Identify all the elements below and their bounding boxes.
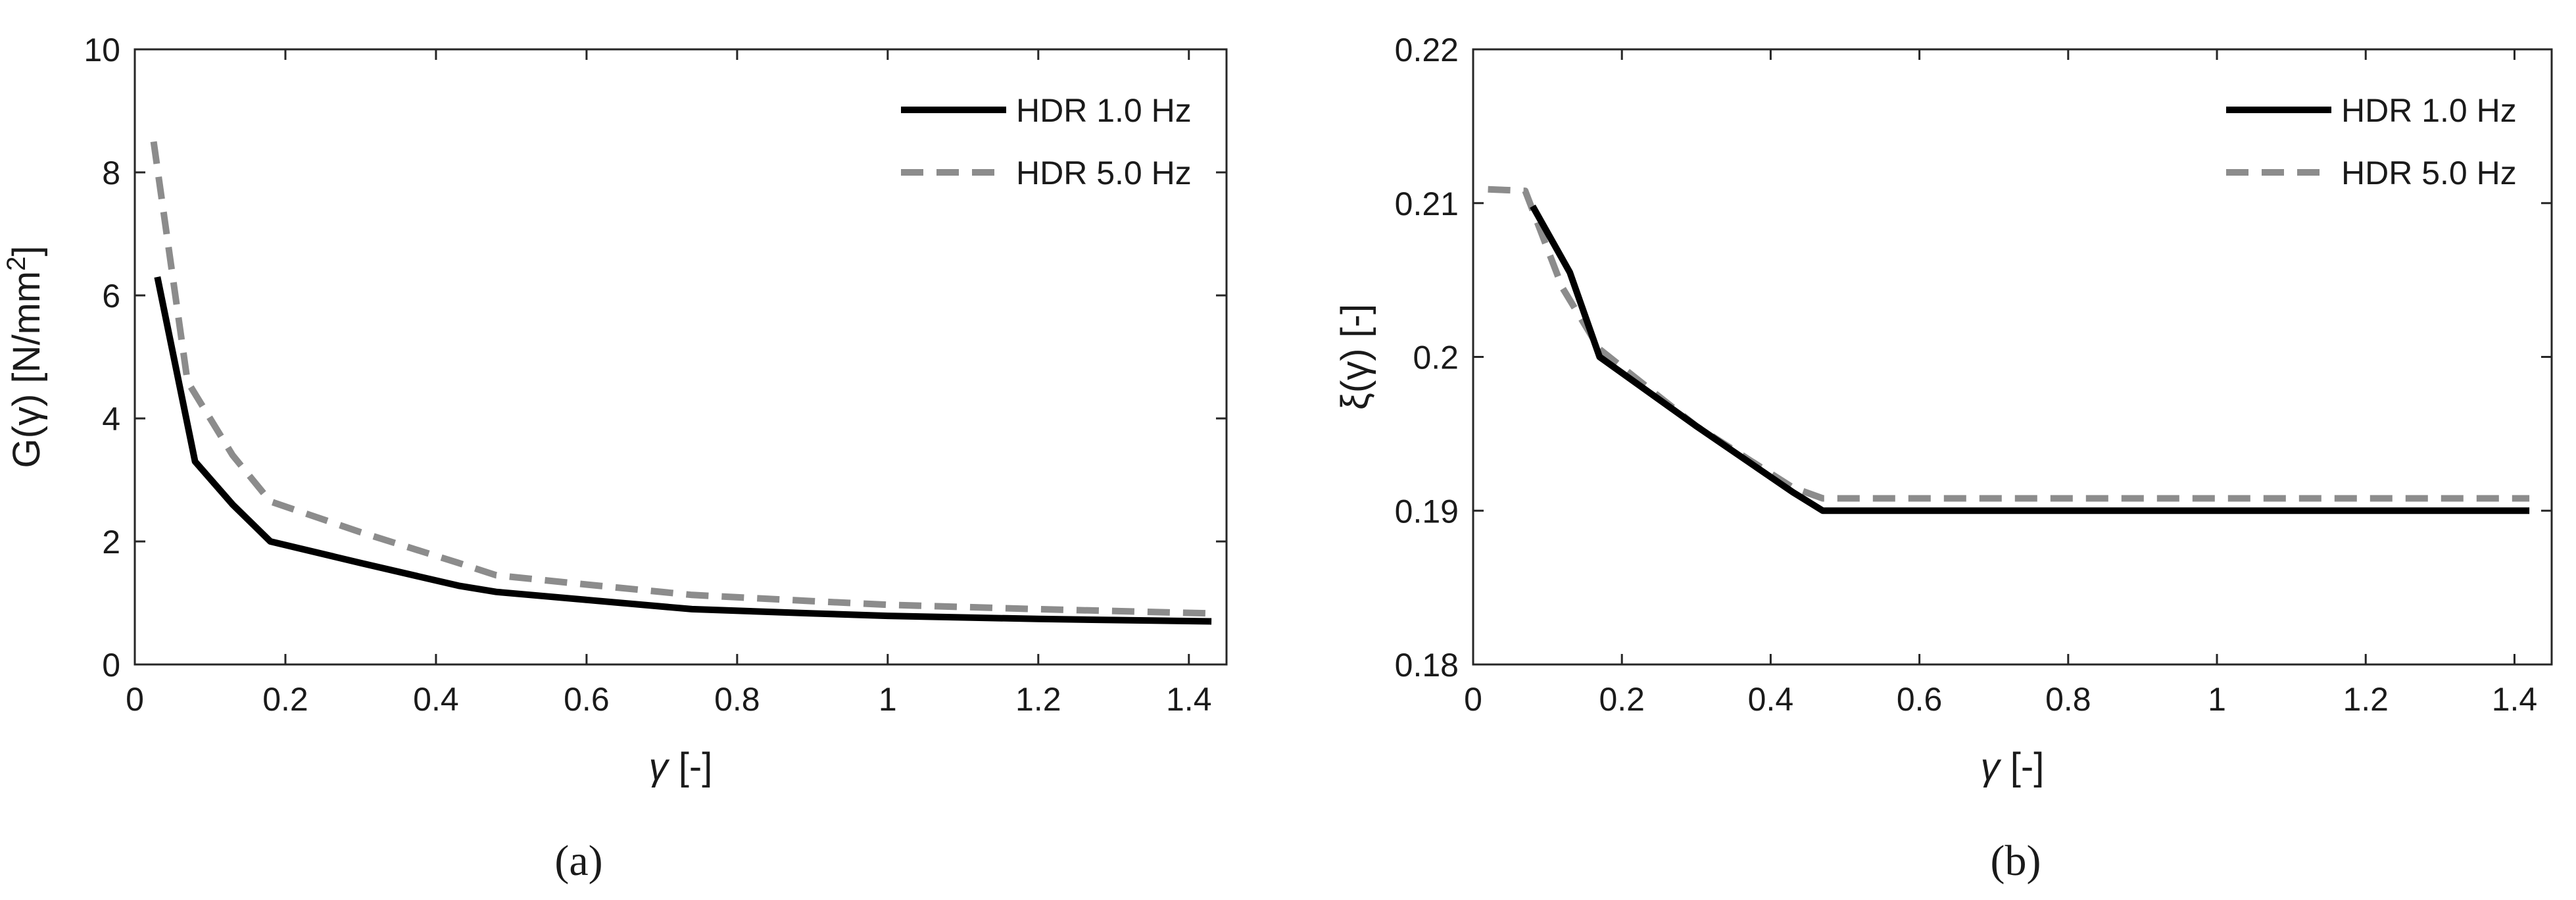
x-tick-label: 0 <box>1464 681 1482 718</box>
series-line-hdr-5-0-hz <box>1488 186 2530 502</box>
legend: HDR 1.0 Hz HDR 5.0 Hz <box>901 92 1192 191</box>
y-axis-label-suffix: ] <box>5 246 48 257</box>
x-tick-label: 0.6 <box>564 681 610 718</box>
y-tick-label: 0 <box>102 647 120 684</box>
x-tick-label: 1.4 <box>2492 681 2538 718</box>
x-tick-label: 0.6 <box>1897 681 1943 718</box>
plot-area-frame <box>1472 48 2553 666</box>
panel-caption: (a) <box>554 837 602 885</box>
y-axis-label: ξ(γ) [-] <box>1334 304 1376 410</box>
x-tick-label: 1 <box>879 681 897 718</box>
y-tick-label: 0.19 <box>1395 493 1459 530</box>
x-tick-label: 0.2 <box>1599 681 1645 718</box>
series-line-hdr-1-0-hz <box>154 276 1212 625</box>
y-tick-label: 0.2 <box>1413 339 1459 376</box>
y-axis-label-superscript: 2 <box>2 257 31 271</box>
x-tick-label: 1.4 <box>1166 681 1212 718</box>
x-tick-label: 0.8 <box>2045 681 2091 718</box>
x-tick-label: 0.4 <box>1748 681 1794 718</box>
series-line-hdr-5-0-hz <box>150 141 1212 617</box>
x-axis-unit: [-] <box>2000 745 2045 788</box>
x-axis-symbol: γ <box>1981 745 2002 788</box>
x-axis-symbol: γ <box>649 745 670 788</box>
y-tick-label: 4 <box>102 401 120 438</box>
x-tick-label: 0.2 <box>262 681 308 718</box>
panel-caption: (b) <box>1991 837 2041 885</box>
plot-area-frame <box>134 48 1228 666</box>
y-tick-label: 0.18 <box>1395 647 1459 684</box>
series-group <box>1488 186 2530 514</box>
legend-label-1: HDR 1.0 Hz <box>1016 92 1192 129</box>
legend-label-2: HDR 5.0 Hz <box>1016 155 1192 191</box>
y-axis-label: G(γ) [N/mm2] <box>2 246 48 468</box>
y-tick-label: 0.21 <box>1395 186 1459 222</box>
legend-label-2: HDR 5.0 Hz <box>2341 155 2517 191</box>
chart-panel-2: 0 0.2 0.4 0.6 0.8 1 1.2 1.4 0.18 0.19 0.2 0.21 0.22 γ… <box>1334 32 2553 885</box>
x-axis-label: γ [-] <box>649 745 713 788</box>
chart-panel-1: 0 0.2 0.4 0.6 0.8 1 1.2 1.4 0 2 4 6 8 10 γ [-] G(γ) [N/… <box>2 32 1228 885</box>
x-tick-label: 1 <box>2208 681 2226 718</box>
x-axis-label: γ [-] <box>1981 745 2045 788</box>
x-axis-unit: [-] <box>668 745 713 788</box>
y-axis-label-main: ξ(γ) [-] <box>1334 304 1376 410</box>
x-tick-label: 1.2 <box>2343 681 2389 718</box>
x-tick-label: 1.2 <box>1015 681 1061 718</box>
y-tick-label: 8 <box>102 155 120 191</box>
y-tick-label: 10 <box>84 32 120 68</box>
legend: HDR 1.0 Hz HDR 5.0 Hz <box>2226 92 2517 191</box>
series-line-hdr-1-0-hz <box>1530 204 2530 514</box>
y-tick-label: 2 <box>102 524 120 561</box>
x-tick-label: 0.4 <box>413 681 459 718</box>
y-tick-label: 6 <box>102 278 120 314</box>
x-tick-label: 0 <box>126 681 144 718</box>
y-tick-label: 0.22 <box>1395 32 1459 68</box>
y-axis-label-main: G(γ) [N/mm <box>5 271 48 468</box>
x-tick-label: 0.8 <box>714 681 760 718</box>
series-group <box>150 141 1212 625</box>
legend-label-1: HDR 1.0 Hz <box>2341 92 2517 129</box>
